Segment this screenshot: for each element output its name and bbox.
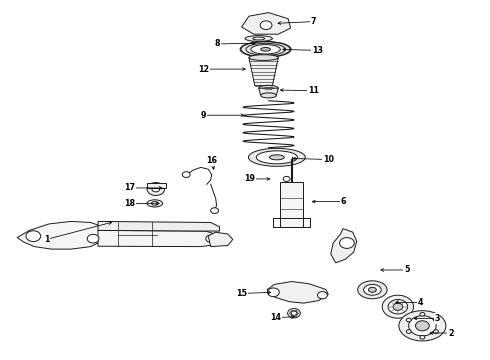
Circle shape <box>406 330 411 333</box>
Text: 7: 7 <box>311 17 317 26</box>
Polygon shape <box>98 221 220 231</box>
Text: 4: 4 <box>417 298 423 307</box>
Ellipse shape <box>251 45 280 54</box>
Text: 18: 18 <box>124 199 135 208</box>
Circle shape <box>283 176 290 181</box>
Circle shape <box>288 309 300 318</box>
Polygon shape <box>98 230 220 247</box>
Text: 11: 11 <box>308 86 319 95</box>
Polygon shape <box>267 282 328 303</box>
Ellipse shape <box>240 41 291 57</box>
Circle shape <box>388 300 408 314</box>
Ellipse shape <box>253 37 265 40</box>
Circle shape <box>434 318 439 322</box>
Polygon shape <box>249 58 278 86</box>
Circle shape <box>87 234 99 243</box>
Ellipse shape <box>248 148 305 166</box>
Text: 9: 9 <box>200 111 206 120</box>
Ellipse shape <box>147 200 163 207</box>
Text: 13: 13 <box>312 46 323 55</box>
Ellipse shape <box>364 284 381 295</box>
Circle shape <box>434 330 439 333</box>
Text: 6: 6 <box>340 197 346 206</box>
Text: 8: 8 <box>215 40 220 49</box>
Text: 17: 17 <box>124 184 135 193</box>
Circle shape <box>206 235 216 242</box>
Ellipse shape <box>368 287 376 292</box>
Ellipse shape <box>358 281 387 299</box>
Circle shape <box>211 208 219 213</box>
Circle shape <box>268 288 279 297</box>
Circle shape <box>182 172 190 177</box>
Circle shape <box>26 231 41 242</box>
Text: 14: 14 <box>270 313 281 322</box>
Ellipse shape <box>259 85 278 91</box>
Text: 2: 2 <box>448 328 454 338</box>
Polygon shape <box>259 88 278 95</box>
Ellipse shape <box>249 55 278 60</box>
Circle shape <box>420 336 425 339</box>
Text: 12: 12 <box>198 65 209 74</box>
Polygon shape <box>208 232 233 247</box>
Circle shape <box>291 311 297 315</box>
Text: 3: 3 <box>434 314 440 323</box>
Text: 19: 19 <box>245 175 255 184</box>
Ellipse shape <box>256 151 297 164</box>
Circle shape <box>260 21 272 30</box>
Text: 15: 15 <box>237 289 247 298</box>
Circle shape <box>406 318 411 322</box>
Circle shape <box>416 321 429 331</box>
Polygon shape <box>147 183 166 188</box>
Ellipse shape <box>261 93 276 98</box>
Polygon shape <box>331 229 357 263</box>
Circle shape <box>152 186 160 192</box>
Text: 16: 16 <box>206 156 217 166</box>
Circle shape <box>409 316 436 336</box>
Polygon shape <box>242 13 291 34</box>
Ellipse shape <box>245 36 272 41</box>
Ellipse shape <box>151 202 158 205</box>
Ellipse shape <box>261 48 270 51</box>
Circle shape <box>147 183 165 195</box>
Circle shape <box>382 295 414 318</box>
Text: 1: 1 <box>44 235 49 244</box>
Ellipse shape <box>399 311 446 341</box>
Text: 10: 10 <box>323 155 334 164</box>
Circle shape <box>420 312 425 316</box>
Text: 5: 5 <box>404 266 410 275</box>
Polygon shape <box>280 182 303 227</box>
Circle shape <box>318 292 327 299</box>
Polygon shape <box>17 221 110 249</box>
Circle shape <box>340 238 354 248</box>
Circle shape <box>393 303 403 310</box>
Ellipse shape <box>270 155 284 160</box>
